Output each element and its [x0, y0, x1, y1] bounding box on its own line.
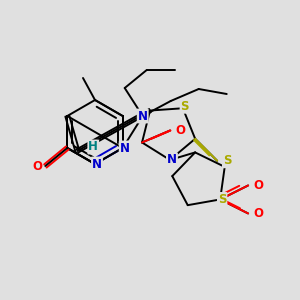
Text: N: N	[92, 158, 102, 170]
Text: S: S	[181, 100, 189, 113]
Text: N: N	[138, 110, 148, 122]
Text: O: O	[32, 160, 42, 172]
Text: S: S	[223, 154, 231, 167]
Text: N: N	[167, 153, 177, 167]
Text: O: O	[175, 124, 185, 137]
Text: H: H	[88, 140, 98, 154]
Text: N: N	[120, 142, 130, 154]
Text: S: S	[218, 193, 226, 206]
Text: O: O	[253, 207, 263, 220]
Text: O: O	[253, 179, 263, 192]
